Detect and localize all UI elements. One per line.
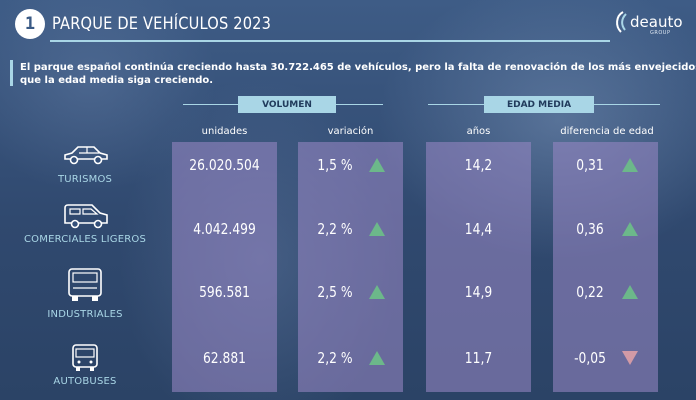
cell-unidades-autobuses: 62.881 [202,349,247,367]
logo-mark-icon [616,11,627,33]
column-header-variacion: variación [327,126,374,137]
intro-line-1: El parque español continúa creciendo has… [20,62,696,73]
group-label-volumen: VOLUMEN [238,96,336,113]
cell-variacion-industriales: 2,5 % [317,283,353,301]
row-label-comerciales-ligeros: COMERCIALES LIGEROS [24,234,146,245]
bus-icon [72,344,98,371]
cell-variacion-turismos: 1,5 % [317,156,353,174]
trend-up-icon [369,158,385,172]
trend-up-icon [622,285,638,299]
logo-text: deauto [630,13,683,31]
logo: deauto GROUP [610,8,690,36]
section-number-badge: 1 [15,9,45,39]
title-underline [50,40,610,42]
cell-anos-industriales: 14,9 [464,283,493,301]
cell-unidades-turismos: 26.020.504 [189,156,260,174]
cell-unidades-comerciales-ligeros: 4.042.499 [193,220,256,238]
column-variacion [298,142,403,392]
trend-up-icon [369,285,385,299]
column-header-unidades: unidades [201,126,248,137]
cell-anos-autobuses: 11,7 [464,349,493,367]
cell-variacion-comerciales-ligeros: 2,2 % [317,220,353,238]
trend-down-icon [622,351,638,365]
cell-diferencia-industriales: 0,22 [576,283,604,301]
page-title: PARQUE DE VEHÍCULOS 2023 [52,14,272,34]
truck-icon [68,268,102,301]
trend-up-icon [622,158,638,172]
intro-accent-bar [10,60,13,86]
cell-anos-turismos: 14,2 [464,156,493,174]
section-number: 1 [24,14,36,34]
row-label-industriales: INDUSTRIALES [47,309,123,320]
column-anos [426,142,531,392]
logo-subtext: GROUP [650,30,671,36]
cell-diferencia-turismos: 0,31 [576,156,604,174]
group-label-edad-media: EDAD MEDIA [484,96,594,113]
column-header-anos: años [466,126,491,137]
row-label-turismos: TURISMOS [57,174,113,185]
column-unidades [172,142,277,392]
trend-up-icon [369,222,385,236]
cell-diferencia-autobuses: -0,05 [574,349,606,367]
van-icon [64,204,108,229]
cell-diferencia-comerciales-ligeros: 0,36 [576,220,604,238]
row-label-autobuses: AUTOBUSES [53,376,117,387]
intro-line-2: que la edad media siga creciendo. [20,75,214,86]
header: 1 PARQUE DE VEHÍCULOS 2023 deauto GROUP [0,0,696,46]
cell-unidades-industriales: 596.581 [199,283,250,301]
trend-up-icon [622,222,638,236]
car-icon [64,146,108,165]
column-diferencia [553,142,658,392]
column-header-diferencia: diferencia de edad [560,126,654,137]
cell-variacion-autobuses: 2,2 % [317,349,353,367]
intro-text: El parque español continúa creciendo has… [20,61,696,87]
trend-up-icon [369,351,385,365]
cell-anos-comerciales-ligeros: 14,4 [464,220,493,238]
